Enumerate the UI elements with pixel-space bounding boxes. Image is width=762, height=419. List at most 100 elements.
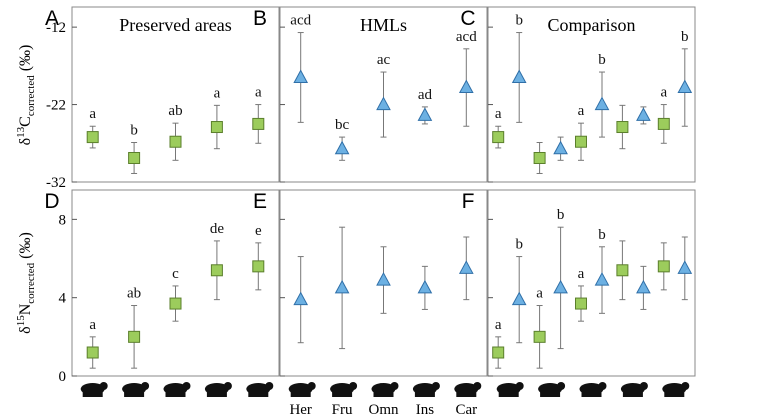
y-tick-label: 0 bbox=[59, 369, 67, 385]
animal-icon bbox=[373, 392, 394, 397]
animal-icon bbox=[540, 392, 561, 397]
point bbox=[210, 121, 223, 134]
label-part: (‰) bbox=[17, 45, 34, 72]
animal-icon bbox=[390, 382, 399, 390]
significance-letter: bc bbox=[335, 117, 350, 133]
y-tick-label: -22 bbox=[46, 98, 66, 114]
panel-label: C bbox=[460, 7, 475, 30]
label-part: (‰) bbox=[17, 232, 34, 259]
point bbox=[657, 260, 670, 273]
animal-icon bbox=[332, 392, 353, 397]
significance-letter: a bbox=[578, 266, 585, 282]
significance-letter: c bbox=[172, 266, 179, 282]
point bbox=[657, 117, 670, 130]
animal-icon bbox=[290, 392, 311, 397]
point bbox=[594, 272, 610, 286]
label-part: N bbox=[17, 303, 34, 315]
animal-icon bbox=[622, 392, 643, 397]
point bbox=[492, 131, 505, 144]
animal-icon bbox=[206, 392, 227, 397]
animal-icon bbox=[639, 382, 648, 390]
animal-icon bbox=[431, 382, 440, 390]
point bbox=[86, 131, 99, 144]
significance-letter: a bbox=[89, 106, 96, 122]
significance-letter: b bbox=[681, 29, 689, 45]
animal-icon bbox=[141, 382, 150, 390]
point bbox=[677, 260, 693, 274]
point bbox=[417, 279, 433, 294]
panel-frame bbox=[487, 189, 696, 377]
panel-title: Comparison bbox=[548, 15, 636, 35]
significance-letter: a bbox=[495, 106, 502, 122]
animal-icon bbox=[99, 382, 108, 390]
panel-label: B bbox=[253, 7, 267, 30]
label-part: 13 bbox=[15, 126, 27, 138]
point bbox=[128, 151, 141, 164]
label-part: δ bbox=[17, 326, 34, 334]
animal-icon bbox=[124, 392, 145, 397]
significance-letter: ac bbox=[377, 52, 391, 68]
x-tick-label: Fru bbox=[332, 402, 353, 418]
x-tick-label: Her bbox=[289, 402, 312, 418]
significance-letter: ad bbox=[418, 87, 433, 103]
panel-title: Preserved areas bbox=[119, 15, 231, 35]
animal-icon bbox=[557, 382, 566, 390]
animal-icon bbox=[307, 382, 316, 390]
significance-letter: a bbox=[536, 286, 543, 302]
point bbox=[636, 107, 651, 121]
significance-letter: acd bbox=[290, 13, 311, 29]
panel-label: F bbox=[462, 190, 475, 213]
significance-letter: b bbox=[515, 13, 523, 29]
significance-letter: e bbox=[255, 223, 262, 239]
animal-icon bbox=[82, 392, 103, 397]
panel-frame bbox=[279, 6, 488, 183]
point bbox=[376, 272, 391, 286]
point bbox=[511, 291, 527, 306]
label-part: C bbox=[17, 116, 34, 127]
animal-icon bbox=[598, 382, 607, 390]
point bbox=[616, 121, 629, 134]
point bbox=[293, 291, 309, 306]
point bbox=[492, 346, 505, 359]
y-axis-label: δ13Ccorrected (‰) bbox=[15, 45, 37, 146]
point bbox=[293, 69, 309, 83]
panel-frame bbox=[71, 6, 280, 183]
label-part: corrected bbox=[25, 262, 37, 303]
animal-icon bbox=[414, 392, 435, 397]
animal-icon bbox=[498, 392, 519, 397]
significance-letter: b bbox=[515, 237, 523, 253]
significance-letter: a bbox=[255, 85, 262, 101]
significance-letter: ab bbox=[168, 103, 182, 119]
significance-letter: b bbox=[557, 207, 565, 223]
point bbox=[533, 151, 546, 164]
y-axis-label: δ15Ncorrected (‰) bbox=[15, 232, 37, 334]
significance-letter: acd bbox=[456, 29, 477, 45]
point bbox=[594, 96, 610, 111]
panel-frame bbox=[279, 189, 488, 377]
animal-icon bbox=[248, 392, 269, 397]
animal-icon bbox=[349, 382, 358, 390]
point bbox=[511, 69, 527, 83]
point bbox=[86, 346, 99, 359]
panel-label: A bbox=[45, 7, 59, 30]
point bbox=[169, 135, 182, 148]
animal-icon bbox=[165, 392, 186, 397]
point bbox=[636, 279, 651, 294]
point bbox=[252, 117, 265, 130]
animal-icon bbox=[473, 382, 482, 390]
animal-icon bbox=[223, 382, 232, 390]
significance-letter: a bbox=[578, 103, 585, 119]
animal-icon bbox=[265, 382, 274, 390]
point bbox=[677, 79, 693, 94]
point bbox=[210, 264, 223, 277]
panel-frame bbox=[71, 189, 280, 377]
point bbox=[334, 279, 350, 294]
y-tick-label: -12 bbox=[46, 20, 66, 36]
point bbox=[575, 297, 587, 310]
label-part: 15 bbox=[15, 315, 27, 327]
animal-icon bbox=[456, 392, 477, 397]
significance-letter: a bbox=[495, 317, 502, 333]
point bbox=[553, 279, 568, 294]
point bbox=[376, 96, 391, 111]
